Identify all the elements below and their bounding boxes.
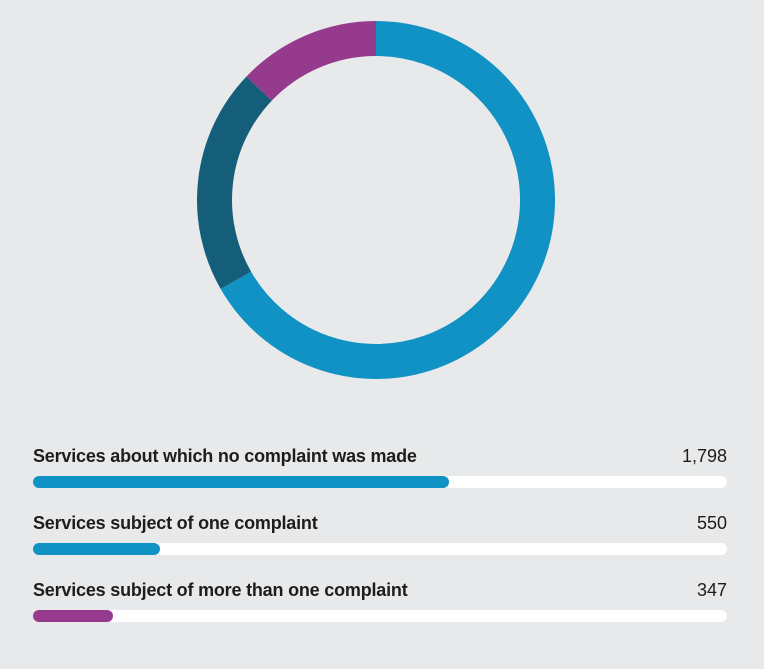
legend-row-header: Services about which no complaint was ma… (33, 444, 727, 468)
bar-fill (33, 610, 114, 622)
category-label: Services about which no complaint was ma… (33, 446, 417, 466)
donut-chart (197, 21, 555, 379)
bar-track (33, 543, 727, 555)
category-label: Services subject of one complaint (33, 513, 318, 533)
category-value: 550 (696, 513, 727, 533)
legend-row-header: Services subject of one complaint 550 (33, 511, 727, 535)
legend-row: Services about which no complaint was ma… (33, 444, 727, 488)
category-label: Services subject of more than one compla… (33, 580, 408, 600)
donut-segment (220, 21, 555, 379)
bar-fill (33, 476, 449, 488)
category-value: 347 (696, 580, 727, 600)
legend: Services about which no complaint was ma… (33, 444, 727, 645)
bar-track (33, 610, 727, 622)
legend-row-header: Services subject of more than one compla… (33, 578, 727, 602)
legend-row: Services subject of one complaint 550 (33, 511, 727, 555)
category-value: 1,798 (681, 446, 727, 466)
bar-fill (33, 543, 161, 555)
donut-segment (246, 21, 377, 101)
donut-segment (197, 76, 273, 290)
bar-track (33, 476, 727, 488)
legend-row: Services subject of more than one compla… (33, 578, 727, 622)
